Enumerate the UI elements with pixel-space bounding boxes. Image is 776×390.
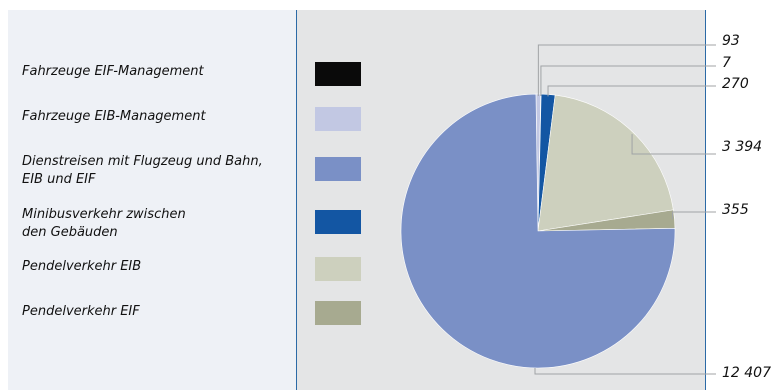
pie-slice-pendel-eib	[537, 94, 674, 232]
leader-line-pendel-eif	[671, 211, 716, 220]
leader-line-fahrzeuge-eib	[537, 44, 716, 97]
legend-label-fahrzeuge-eif: Fahrzeuge EIF-Management	[22, 64, 204, 79]
value-label-dienstreisen: 12 407	[722, 365, 771, 381]
legend-panel	[8, 10, 296, 390]
value-label-minibus: 270	[722, 76, 749, 92]
legend-label-dienstreisen: Dienstreisen mit Flugzeug und Bahn, EIB …	[22, 154, 263, 187]
legend-label-fahrzeuge-eib: Fahrzeuge EIB-Management	[22, 109, 206, 124]
legend-swatch-pendel-eif	[315, 301, 361, 325]
divider-right	[705, 10, 706, 390]
legend-swatch-pendel-eib	[315, 257, 361, 281]
legend-label-pendel-eif: Pendelverkehr EIF	[22, 304, 140, 319]
legend-label-pendel-eib: Pendelverkehr EIB	[22, 259, 142, 274]
leader-line-fahrzeuge-eif	[540, 65, 716, 97]
legend-swatch-minibus	[315, 210, 361, 234]
leader-line-pendel-eib	[631, 134, 716, 155]
value-label-fahrzeuge-eib: 93	[722, 33, 740, 49]
value-label-pendel-eib: 3 394	[722, 139, 763, 155]
value-label-fahrzeuge-eif: 7	[722, 55, 731, 71]
legend-label-minibus: Minibusverkehr zwischen den Gebäuden	[22, 207, 186, 240]
legend-swatch-fahrzeuge-eif	[315, 62, 361, 86]
leader-line-dienstreisen	[534, 368, 716, 375]
leader-line-minibus	[547, 85, 716, 97]
legend-swatch-dienstreisen	[315, 157, 361, 181]
pie-slice-dienstreisen	[400, 93, 676, 369]
legend-swatch-fahrzeuge-eib	[315, 107, 361, 131]
value-label-pendel-eif: 355	[722, 202, 749, 218]
divider-left	[296, 10, 297, 390]
